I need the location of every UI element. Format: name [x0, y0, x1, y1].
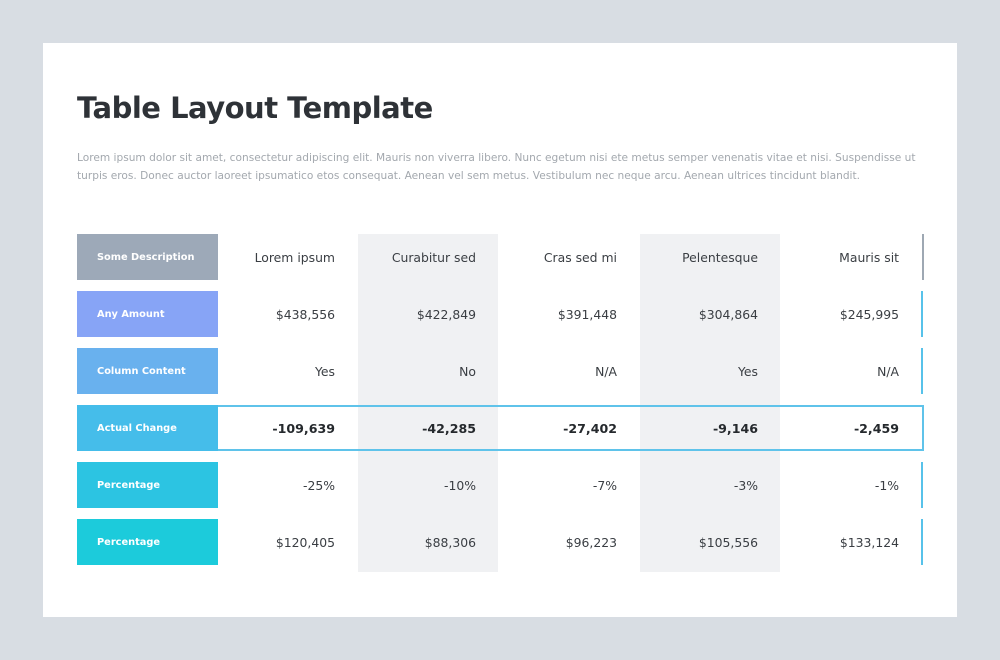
description-text: Lorem ipsum dolor sit amet, consectetur … [77, 152, 916, 182]
table-cell: $391,448 [557, 306, 617, 322]
table-cell: $88,306 [424, 534, 476, 550]
highlighted-row-frame [217, 405, 924, 451]
row-label-column-content: Column Content [77, 348, 218, 394]
column-header-3: Cras sed mi [543, 249, 617, 265]
table-cell: N/A [595, 363, 617, 379]
table-cell: -25% [302, 477, 335, 493]
table-cell: Yes [314, 363, 335, 379]
table-cell: N/A [877, 363, 899, 379]
header-edge-marker [922, 234, 924, 280]
column-stripe-2 [358, 234, 498, 572]
table-cell: -27,402 [563, 420, 617, 436]
row-edge-marker [217, 519, 923, 565]
table-cell: -9,146 [712, 420, 758, 436]
table-cell: Yes [737, 363, 758, 379]
table-cell: $105,556 [698, 534, 758, 550]
table-cell: No [459, 363, 476, 379]
header-label: Some Description [77, 234, 218, 280]
table-cell: -1% [874, 477, 899, 493]
template-card: Table Layout Template Lorem ipsum dolor … [43, 43, 957, 617]
column-stripe-4 [640, 234, 780, 572]
table-cell: -10% [443, 477, 476, 493]
row-edge-marker [217, 462, 923, 508]
table-cell: $133,124 [839, 534, 899, 550]
table-cell: $120,405 [275, 534, 335, 550]
table-cell: -109,639 [272, 420, 335, 436]
row-edge-marker [217, 348, 923, 394]
table-cell: -2,459 [853, 420, 899, 436]
row-label-any-amount: Any Amount [77, 291, 218, 337]
row-label-actual-change: Actual Change [77, 405, 218, 451]
column-header-2: Curabitur sed [391, 249, 476, 265]
row-label-percentage-2: Percentage [77, 519, 218, 565]
column-header-5: Mauris sit [839, 249, 899, 265]
table-cell: $438,556 [275, 306, 335, 322]
table-cell: $422,849 [416, 306, 476, 322]
column-header-4: Pelentesque [682, 249, 758, 265]
table-cell: -3% [733, 477, 758, 493]
page-title: Table Layout Template [77, 91, 433, 125]
row-edge-marker [217, 291, 923, 337]
column-header-1: Lorem ipsum [254, 249, 335, 265]
table-cell: $245,995 [839, 306, 899, 322]
table-cell: -7% [592, 477, 617, 493]
table-cell: $96,223 [565, 534, 617, 550]
table-cell: $304,864 [698, 306, 758, 322]
table-cell: -42,285 [422, 420, 476, 436]
row-label-percentage: Percentage [77, 462, 218, 508]
